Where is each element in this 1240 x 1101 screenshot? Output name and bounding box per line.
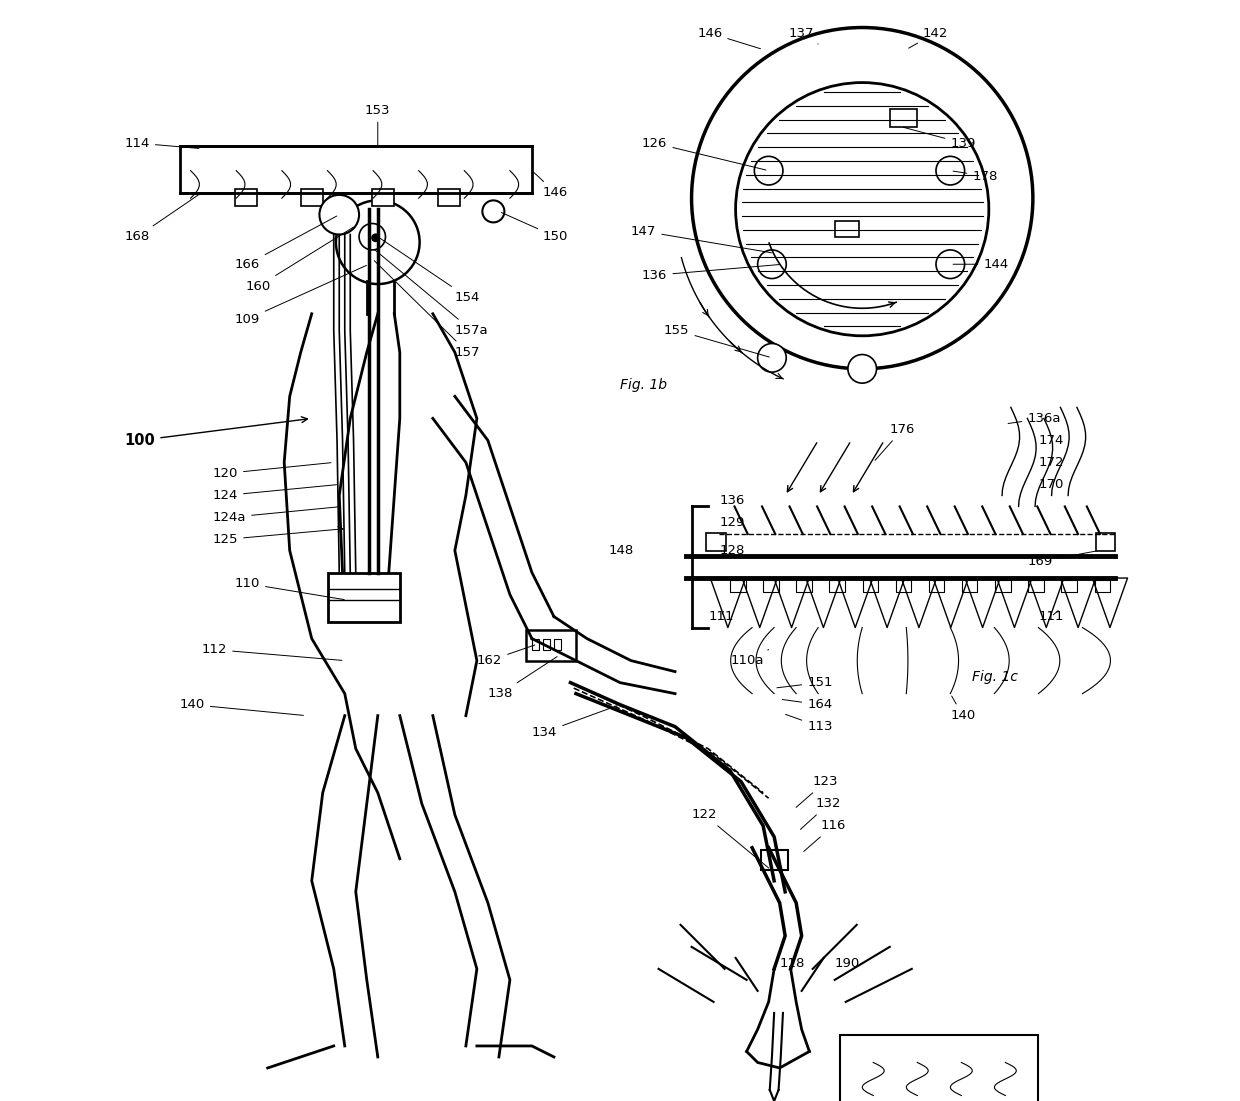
Text: 164: 164 (782, 698, 832, 711)
Circle shape (758, 344, 786, 372)
Text: 124: 124 (212, 484, 336, 502)
Bar (372, 189, 394, 206)
Text: 151: 151 (777, 676, 833, 689)
Bar (301, 189, 322, 206)
Text: 112: 112 (202, 643, 342, 661)
Bar (543, 639, 549, 650)
Text: 178: 178 (954, 170, 998, 183)
Bar (706, 533, 725, 550)
Text: 122: 122 (692, 808, 769, 868)
Circle shape (936, 250, 965, 279)
Text: 172: 172 (1038, 456, 1064, 469)
Text: 140: 140 (180, 698, 304, 716)
Text: 136: 136 (719, 494, 744, 508)
Text: 157a: 157a (374, 250, 489, 337)
Text: 132: 132 (801, 797, 842, 829)
Text: 147: 147 (631, 225, 771, 253)
Bar (730, 580, 745, 592)
Text: 110a: 110a (730, 650, 769, 667)
Text: 116: 116 (804, 819, 846, 851)
Text: 134: 134 (532, 706, 618, 739)
Text: 123: 123 (796, 775, 838, 807)
Text: 124a: 124a (212, 506, 340, 524)
Bar (532, 639, 538, 650)
Bar (841, 1035, 1038, 1101)
Text: 136a: 136a (1008, 412, 1061, 425)
Text: 137: 137 (789, 26, 818, 44)
Circle shape (848, 355, 877, 383)
Text: 154: 154 (381, 238, 480, 304)
Text: 138: 138 (487, 656, 557, 700)
Text: 176: 176 (875, 423, 915, 460)
Bar (438, 189, 460, 206)
Text: Fig. 1b: Fig. 1b (620, 379, 667, 392)
Text: 150: 150 (501, 212, 568, 243)
Text: 190: 190 (835, 957, 861, 970)
Text: 109: 109 (234, 265, 367, 326)
Text: 114: 114 (124, 137, 198, 150)
Circle shape (735, 83, 988, 336)
Text: 157: 157 (374, 261, 480, 359)
Text: 126: 126 (642, 137, 766, 170)
Text: 174: 174 (1038, 434, 1064, 447)
Bar (929, 580, 945, 592)
Text: 144: 144 (954, 258, 1008, 271)
Circle shape (320, 195, 360, 235)
Text: 148: 148 (609, 544, 634, 557)
Text: 118: 118 (780, 957, 805, 970)
Text: 146: 146 (697, 26, 760, 48)
Circle shape (758, 250, 786, 279)
Text: 140: 140 (950, 696, 976, 722)
Text: 100: 100 (124, 417, 308, 448)
Circle shape (754, 156, 782, 185)
Bar (890, 109, 918, 127)
Bar (835, 221, 859, 237)
Bar (180, 146, 532, 193)
Bar (996, 580, 1011, 592)
Text: 128: 128 (719, 544, 744, 557)
Text: 129: 129 (719, 516, 744, 530)
Text: 111: 111 (1038, 610, 1064, 623)
Bar (895, 580, 911, 592)
Bar (234, 189, 257, 206)
Circle shape (936, 156, 965, 185)
Bar (1095, 580, 1110, 592)
Text: 170: 170 (1038, 478, 1064, 491)
Bar (554, 639, 560, 650)
Text: 160: 160 (246, 227, 353, 293)
Bar (962, 580, 977, 592)
Text: 136: 136 (642, 264, 780, 282)
Bar (527, 630, 575, 661)
Text: 120: 120 (212, 462, 331, 480)
Bar (764, 580, 779, 592)
Text: 139: 139 (904, 128, 976, 150)
Circle shape (482, 200, 505, 222)
Bar (830, 580, 844, 592)
Text: 142: 142 (909, 26, 949, 48)
Bar (1096, 533, 1116, 550)
Text: Fig. 1c: Fig. 1c (972, 671, 1018, 684)
Text: 169: 169 (1028, 550, 1096, 568)
Text: 146: 146 (534, 173, 568, 199)
Text: 125: 125 (212, 526, 343, 546)
Bar (796, 580, 812, 592)
Text: 113: 113 (786, 715, 833, 733)
Text: 153: 153 (365, 103, 391, 145)
Bar (863, 580, 878, 592)
Bar (1028, 580, 1044, 592)
Bar (761, 850, 789, 870)
Text: 155: 155 (665, 324, 769, 357)
Circle shape (371, 233, 379, 242)
Text: 166: 166 (234, 216, 337, 271)
Text: 110: 110 (234, 577, 345, 600)
Text: 111: 111 (708, 610, 734, 623)
Bar (329, 573, 399, 622)
Text: 168: 168 (124, 194, 200, 243)
Text: 162: 162 (477, 645, 534, 667)
Bar (1061, 580, 1076, 592)
